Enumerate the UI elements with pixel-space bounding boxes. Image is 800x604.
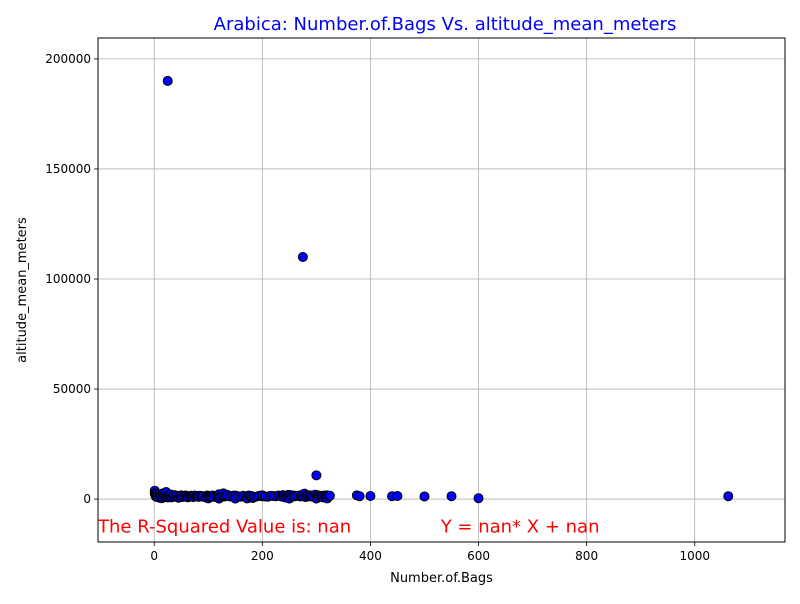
x-tick-label: 0 [150, 549, 158, 563]
y-axis-label: altitude_mean_meters [15, 217, 30, 363]
annotation-text: The R-Squared Value is: nan [97, 517, 351, 538]
annotations: The R-Squared Value is: nan Y = nan* X + … [97, 517, 599, 538]
data-point [392, 491, 403, 502]
y-tick-label: 100000 [45, 272, 91, 286]
data-point [419, 491, 430, 502]
data-point [473, 493, 484, 504]
data-point [297, 251, 308, 262]
y-tick-label: 150000 [45, 162, 91, 176]
x-tick-label: 600 [467, 549, 490, 563]
chart-title: Arabica: Number.of.Bags Vs. altitude_mea… [214, 14, 677, 35]
data-point [365, 491, 376, 502]
x-tick-label: 200 [251, 549, 274, 563]
y-tick-label: 200000 [45, 52, 91, 66]
data-point [723, 491, 734, 502]
grid-lines [98, 38, 785, 542]
x-tick-label: 1000 [679, 549, 710, 563]
x-tick-label: 800 [575, 549, 598, 563]
y-tick-label: 50000 [53, 382, 91, 396]
data-point [354, 491, 365, 502]
data-point [162, 75, 173, 86]
axis-ticks: 0 200 400 600 800 1000 0 50000 100000 150000 20000… [45, 52, 710, 563]
x-axis-label: Number.of.Bags [390, 571, 493, 586]
data-point [446, 491, 457, 502]
data-point [324, 490, 335, 501]
annotation-text: Y = nan* X + nan [440, 517, 600, 538]
y-tick-label: 0 [83, 492, 91, 506]
plot-frame [97, 37, 786, 543]
x-tick-label: 400 [359, 549, 382, 563]
data-points [149, 75, 734, 504]
data-point [311, 470, 322, 481]
